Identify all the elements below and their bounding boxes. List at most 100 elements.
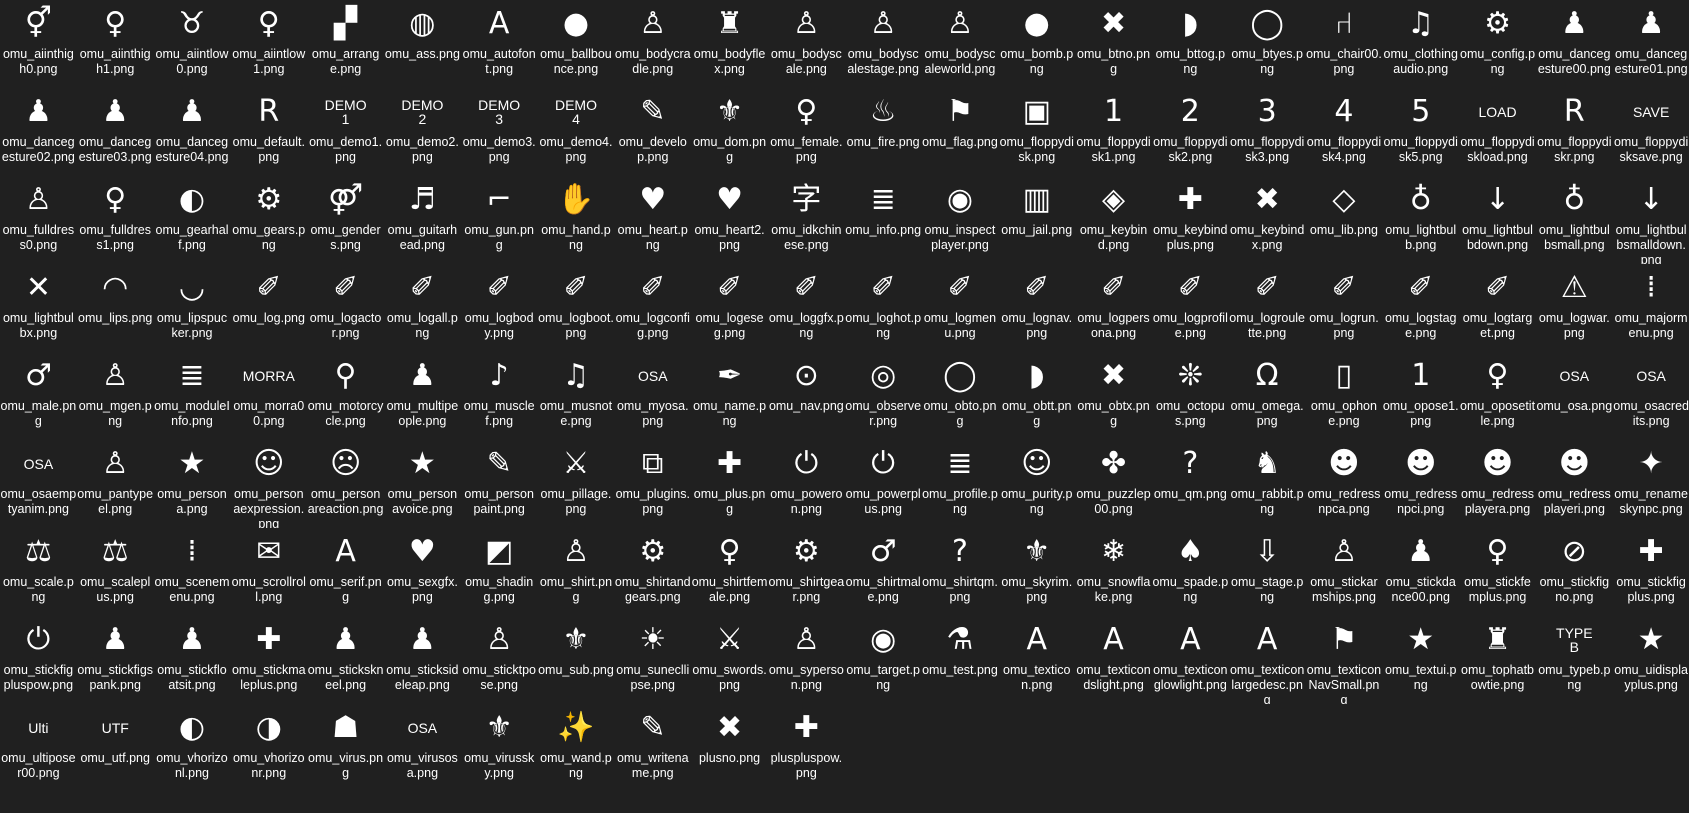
file-tile[interactable]: ◠ omu_lips.png (77, 264, 154, 352)
file-tile[interactable]: ❄ omu_snowflake.png (1075, 528, 1152, 616)
file-tile[interactable]: DEMO 1 omu_demo1.png (307, 88, 384, 176)
file-tile[interactable]: ✖ plusno.png (691, 704, 768, 792)
file-tile[interactable]: ♟ omu_stickfloatsit.png (154, 616, 231, 704)
file-tile[interactable]: ◐ omu_vhorizonl.png (154, 704, 231, 792)
file-tile[interactable]: ✖ omu_keybindx.png (1229, 176, 1306, 264)
file-tile[interactable]: ? omu_shirtqm.png (922, 528, 999, 616)
file-tile[interactable]: ♀ omu_fulldress1.png (77, 176, 154, 264)
file-tile[interactable]: ♫ omu_clothingaudio.png (1382, 0, 1459, 88)
file-tile[interactable]: ♙ omu_syperson.png (768, 616, 845, 704)
file-tile[interactable]: ◎ omu_observer.png (845, 352, 922, 440)
file-tile[interactable]: ⏻ omu_stickfigpluspow.png (0, 616, 77, 704)
file-tile[interactable]: ⇩ omu_stage.png (1229, 528, 1306, 616)
file-tile[interactable]: ✕ omu_lightbulbx.png (0, 264, 77, 352)
file-tile[interactable]: ♀ omu_oposetitle.png (1459, 352, 1536, 440)
file-tile[interactable]: ⚜ omu_virussky.png (461, 704, 538, 792)
file-tile[interactable]: ⚗ omu_test.png (922, 616, 999, 704)
file-tile[interactable]: ♟ omu_stickskneel.png (307, 616, 384, 704)
file-tile[interactable]: ◇ omu_lib.png (1306, 176, 1383, 264)
file-tile[interactable]: ◐ omu_gearhalf.png (154, 176, 231, 264)
file-tile[interactable]: 字 omu_idkchinese.png (768, 176, 845, 264)
file-tile[interactable]: TYPE B omu_typeb.png (1536, 616, 1613, 704)
file-tile[interactable]: ◗ omu_bttog.png (1152, 0, 1229, 88)
file-tile[interactable]: ✤ omu_puzzlep00.png (1075, 440, 1152, 528)
file-tile[interactable]: ♟ omu_dancegesture03.png (77, 88, 154, 176)
file-tile[interactable]: ⚲ omu_motorcycle.png (307, 352, 384, 440)
file-tile[interactable]: ♙ omu_bodyscale.png (768, 0, 845, 88)
file-tile[interactable]: ✦ omu_renameskynpc.png (1613, 440, 1689, 528)
file-tile[interactable]: ✉ omu_scrollroll.png (230, 528, 307, 616)
file-tile[interactable]: ♟ omu_stickfigspank.png (77, 616, 154, 704)
file-tile[interactable]: DEMO 3 omu_demo3.png (461, 88, 538, 176)
file-tile[interactable]: ❊ omu_octopus.png (1152, 352, 1229, 440)
file-tile[interactable]: ◈ omu_keybind.png (1075, 176, 1152, 264)
file-tile[interactable]: ♜ omu_bodyflex.png (691, 0, 768, 88)
file-tile[interactable]: ♉ omu_aiintlow0.png (154, 0, 231, 88)
file-tile[interactable]: ≣ omu_moduleInfo.png (154, 352, 231, 440)
file-tile[interactable]: Ulti omu_ultiposer00.png (0, 704, 77, 792)
file-tile[interactable]: ★ omu_uidisplayplus.png (1613, 616, 1689, 704)
file-tile[interactable]: DEMO 4 omu_demo4.png (538, 88, 615, 176)
file-tile[interactable]: ⚙ omu_gears.png (230, 176, 307, 264)
file-tile[interactable]: ≣ omu_info.png (845, 176, 922, 264)
file-tile[interactable]: ⊘ omu_stickfigno.png (1536, 528, 1613, 616)
file-tile[interactable]: ✐ omu_log.png (230, 264, 307, 352)
file-tile[interactable]: ⚔ omu_pillage.png (538, 440, 615, 528)
file-tile[interactable]: ♙ omu_bodyscalestage.png (845, 0, 922, 88)
file-tile[interactable]: 1 omu_opose1.png (1382, 352, 1459, 440)
file-tile[interactable]: ✐ omu_lognav.png (998, 264, 1075, 352)
file-tile[interactable]: ◡ omu_lipspucker.png (154, 264, 231, 352)
file-tile[interactable]: 5 omu_floppydisk5.png (1382, 88, 1459, 176)
file-tile[interactable]: ♟ omu_stickdance00.png (1382, 528, 1459, 616)
file-tile[interactable]: ✐ omu_loggfx.png (768, 264, 845, 352)
file-tile[interactable]: ⚜ omu_skyrim.png (998, 528, 1075, 616)
file-tile[interactable]: ✖ omu_btno.png (1075, 0, 1152, 88)
file-tile[interactable]: ✚ pluspluspow.png (768, 704, 845, 792)
file-tile[interactable]: ♙ omu_pantypeel.png (77, 440, 154, 528)
file-tile[interactable]: ♂ omu_male.png (0, 352, 77, 440)
file-tile[interactable]: ⚜ omu_dom.png (691, 88, 768, 176)
file-tile[interactable]: ◗ omu_obtt.png (998, 352, 1075, 440)
file-tile[interactable]: ♙ omu_sticktpose.png (461, 616, 538, 704)
file-tile[interactable]: ✐ omu_loghot.png (845, 264, 922, 352)
file-tile[interactable]: 2 omu_floppydisk2.png (1152, 88, 1229, 176)
file-tile[interactable]: ✐ omu_logall.png (384, 264, 461, 352)
file-tile[interactable]: ◯ omu_btyes.png (1229, 0, 1306, 88)
file-tile[interactable]: ♟ omu_multipeople.png (384, 352, 461, 440)
file-tile[interactable]: ♥ omu_heart2.png (691, 176, 768, 264)
file-tile[interactable]: ♫ omu_musnote.png (538, 352, 615, 440)
file-tile[interactable]: ☗ omu_virus.png (307, 704, 384, 792)
file-tile[interactable]: ⚔ omu_swords.png (691, 616, 768, 704)
file-tile[interactable]: ☀ omu_sunecllipse.png (614, 616, 691, 704)
file-tile[interactable]: ↓ omu_lightbulbsmalldown.png (1613, 176, 1689, 264)
file-tile[interactable]: ✐ omu_logconfig.png (614, 264, 691, 352)
file-tile[interactable]: ✐ omu_logtarget.png (1459, 264, 1536, 352)
file-tile[interactable]: ⚜ omu_sub.png (538, 616, 615, 704)
file-tile[interactable]: 4 omu_floppydisk4.png (1306, 88, 1383, 176)
file-tile[interactable]: DEMO 2 omu_demo2.png (384, 88, 461, 176)
file-tile[interactable]: ♙ omu_bodyscaleworld.png (922, 0, 999, 88)
file-tile[interactable]: ★ omu_personavoice.png (384, 440, 461, 528)
file-tile[interactable]: ✚ omu_keybindplus.png (1152, 176, 1229, 264)
file-tile[interactable]: ☻ omu_redressplayeri.png (1536, 440, 1613, 528)
file-tile[interactable]: ✎ omu_writename.png (614, 704, 691, 792)
file-tile[interactable]: ✐ omu_logmenu.png (922, 264, 999, 352)
file-tile[interactable]: ★ omu_textui.png (1382, 616, 1459, 704)
file-tile[interactable]: OSA omu_virusosa.png (384, 704, 461, 792)
file-tile[interactable]: ⚙ omu_shirtgear.png (768, 528, 845, 616)
file-tile[interactable]: ⚙ omu_shirtandgears.png (614, 528, 691, 616)
file-tile[interactable]: ✐ omu_logprofile.png (1152, 264, 1229, 352)
file-tile[interactable]: OSA omu_osa.png (1536, 352, 1613, 440)
file-tile[interactable]: 1 omu_floppydisk1.png (1075, 88, 1152, 176)
file-tile[interactable]: ♪ omu_musclef.png (461, 352, 538, 440)
file-tile[interactable]: ♜ omu_tophatbowtie.png (1459, 616, 1536, 704)
file-tile[interactable]: ⏻ omu_poweron.png (768, 440, 845, 528)
file-tile[interactable]: LOAD omu_floppydiskload.png (1459, 88, 1536, 176)
file-tile[interactable]: ♀ omu_stickfemplus.png (1459, 528, 1536, 616)
file-tile[interactable]: ✚ omu_stickmaleplus.png (230, 616, 307, 704)
